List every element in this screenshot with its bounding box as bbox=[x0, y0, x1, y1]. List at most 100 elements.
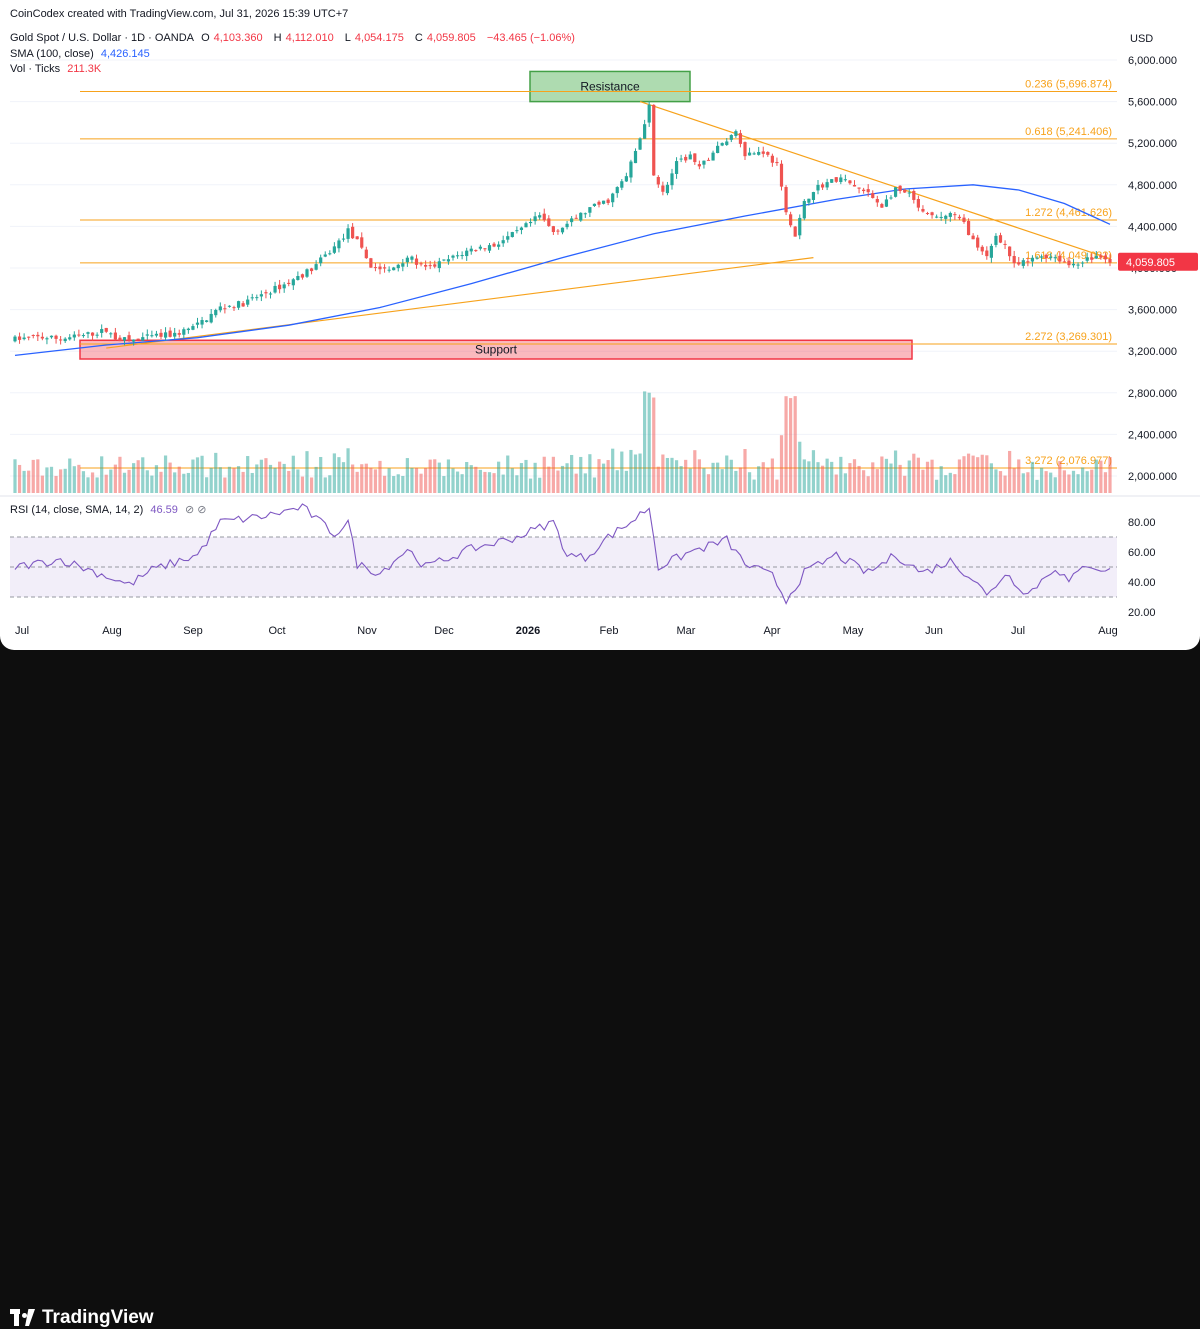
candle[interactable] bbox=[994, 235, 998, 245]
support-zone[interactable] bbox=[79, 339, 913, 360]
candle[interactable] bbox=[45, 338, 49, 340]
candle[interactable] bbox=[761, 151, 765, 154]
candle[interactable] bbox=[944, 215, 948, 219]
candle[interactable] bbox=[410, 256, 414, 260]
symbol-name[interactable]: Gold Spot / U.S. Dollar · 1D · OANDA bbox=[10, 32, 194, 44]
candle[interactable] bbox=[86, 332, 90, 334]
candle[interactable] bbox=[1099, 255, 1103, 258]
candle[interactable] bbox=[392, 267, 396, 271]
candle[interactable] bbox=[1103, 255, 1108, 260]
candle[interactable] bbox=[332, 246, 336, 253]
candle[interactable] bbox=[643, 124, 647, 139]
eye-icon[interactable]: ⊘ ⊘ bbox=[184, 504, 207, 516]
candle[interactable] bbox=[369, 258, 373, 268]
candle[interactable] bbox=[693, 153, 697, 163]
candle[interactable] bbox=[136, 338, 140, 340]
candle[interactable] bbox=[364, 249, 368, 259]
candle[interactable] bbox=[903, 189, 907, 193]
candle[interactable] bbox=[177, 333, 181, 335]
descending-trendline[interactable] bbox=[639, 101, 1111, 260]
candle[interactable] bbox=[720, 143, 724, 146]
candle[interactable] bbox=[579, 212, 583, 221]
candle[interactable] bbox=[487, 245, 492, 251]
sma-line[interactable] bbox=[14, 184, 1111, 357]
candle[interactable] bbox=[492, 243, 496, 247]
candle[interactable] bbox=[200, 320, 204, 325]
candle[interactable] bbox=[779, 163, 784, 187]
candle[interactable] bbox=[898, 185, 902, 191]
candle[interactable] bbox=[825, 182, 829, 188]
candle[interactable] bbox=[857, 187, 861, 189]
candle[interactable] bbox=[241, 303, 245, 307]
candle[interactable] bbox=[341, 238, 346, 240]
candle[interactable] bbox=[451, 255, 455, 258]
candle[interactable] bbox=[63, 338, 67, 342]
candle[interactable] bbox=[59, 339, 63, 341]
candle[interactable] bbox=[40, 336, 44, 339]
candle[interactable] bbox=[36, 334, 40, 337]
candle[interactable] bbox=[985, 250, 989, 257]
tradingview-logo[interactable]: TradingView bbox=[10, 1307, 154, 1329]
candle[interactable] bbox=[684, 156, 688, 161]
candle[interactable] bbox=[455, 255, 460, 257]
candle[interactable] bbox=[875, 199, 879, 203]
candle[interactable] bbox=[738, 133, 743, 144]
candle[interactable] bbox=[921, 208, 925, 212]
candle[interactable] bbox=[100, 329, 104, 333]
candle[interactable] bbox=[323, 254, 327, 257]
candle[interactable] bbox=[679, 158, 683, 160]
candle[interactable] bbox=[282, 284, 286, 289]
candle[interactable] bbox=[287, 282, 291, 284]
candle[interactable] bbox=[1094, 256, 1098, 259]
candle[interactable] bbox=[150, 335, 154, 337]
candle[interactable] bbox=[524, 223, 528, 228]
candle[interactable] bbox=[916, 199, 920, 208]
candle[interactable] bbox=[387, 269, 391, 271]
candle[interactable] bbox=[1081, 262, 1085, 264]
candle[interactable] bbox=[305, 269, 309, 277]
candle[interactable] bbox=[971, 235, 975, 240]
candle[interactable] bbox=[1076, 264, 1080, 266]
candle[interactable] bbox=[236, 301, 241, 308]
candle[interactable] bbox=[1035, 257, 1039, 259]
candle[interactable] bbox=[866, 189, 870, 193]
candle[interactable] bbox=[460, 255, 464, 257]
candle[interactable] bbox=[104, 327, 108, 332]
candle[interactable] bbox=[22, 337, 26, 340]
candle[interactable] bbox=[816, 184, 820, 191]
legend-sma-row[interactable]: SMA (100, close) 4,426.145 bbox=[10, 48, 154, 60]
candle[interactable] bbox=[752, 153, 756, 155]
candle[interactable] bbox=[852, 184, 857, 187]
candle[interactable] bbox=[232, 307, 236, 309]
candle[interactable] bbox=[360, 237, 364, 248]
candle[interactable] bbox=[570, 218, 574, 223]
candle[interactable] bbox=[912, 190, 916, 200]
candle[interactable] bbox=[132, 339, 136, 342]
candle[interactable] bbox=[583, 213, 587, 215]
candle[interactable] bbox=[757, 151, 761, 155]
candle[interactable] bbox=[551, 226, 555, 233]
candle[interactable] bbox=[273, 285, 277, 293]
candle[interactable] bbox=[633, 150, 638, 164]
ascending-trendline[interactable] bbox=[106, 257, 814, 349]
candle[interactable] bbox=[802, 200, 806, 219]
candle[interactable] bbox=[319, 257, 323, 264]
price-chart[interactable]: Resistance Support 0.236 (5,696.874) 0.618… bbox=[0, 0, 1200, 650]
candle[interactable] bbox=[1058, 255, 1062, 262]
candle[interactable] bbox=[1044, 254, 1048, 259]
candle[interactable] bbox=[538, 215, 542, 218]
candle[interactable] bbox=[355, 236, 359, 240]
candle[interactable] bbox=[506, 236, 510, 240]
candle[interactable] bbox=[1003, 243, 1007, 245]
candle[interactable] bbox=[77, 334, 81, 336]
candle[interactable] bbox=[95, 334, 99, 336]
candle[interactable] bbox=[807, 198, 811, 203]
candle[interactable] bbox=[163, 332, 168, 338]
candle[interactable] bbox=[250, 297, 254, 299]
candle[interactable] bbox=[843, 179, 847, 181]
candle[interactable] bbox=[611, 193, 615, 203]
candle[interactable] bbox=[789, 214, 793, 226]
candle[interactable] bbox=[588, 207, 592, 213]
candle[interactable] bbox=[90, 332, 95, 336]
candle[interactable] bbox=[515, 230, 519, 232]
